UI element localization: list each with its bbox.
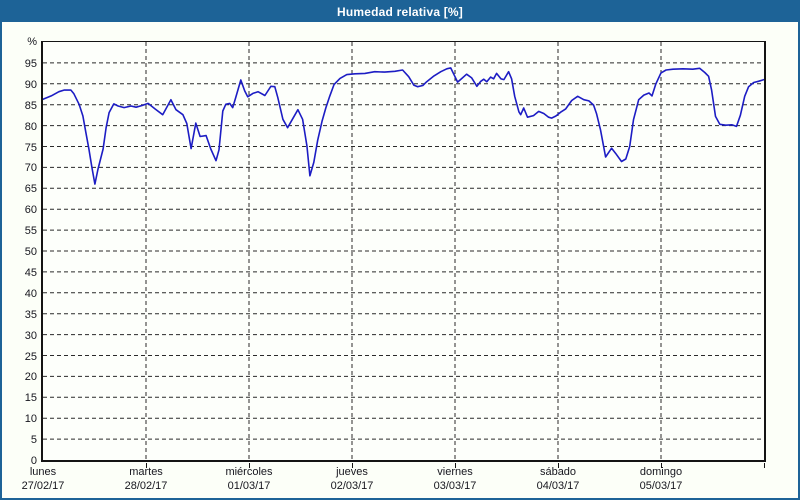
x-axis-day-label: sábado (539, 466, 577, 478)
x-axis-day-label: domingo (639, 466, 683, 478)
x-axis-date-label: 04/03/17 (536, 480, 580, 492)
y-axis-tick-label: 30 (24, 329, 37, 342)
y-axis-unit-label: % (27, 36, 37, 48)
x-axis-date-label: 02/03/17 (330, 480, 374, 492)
x-axis-date-label: 03/03/17 (433, 480, 477, 492)
x-axis-day-label: jueves (336, 466, 368, 478)
y-axis-tick-label: 90 (24, 78, 37, 91)
y-axis-tick-label: 25 (24, 350, 37, 363)
y-axis-tick-label: 40 (24, 287, 37, 300)
x-axis-tick-mark (764, 463, 765, 468)
chart-title: Humedad relativa [%] (336, 5, 464, 19)
y-axis-tick-label: 95 (24, 57, 37, 70)
x-axis-tick-mark (249, 463, 250, 468)
y-axis-tick-label: 65 (24, 183, 37, 196)
y-axis-tick-label: 60 (24, 204, 37, 217)
x-axis-date-label: 28/02/17 (124, 480, 168, 492)
y-axis-tick-label: 50 (24, 246, 37, 258)
x-axis-tick-mark (661, 463, 662, 468)
y-axis-tick-label: 85 (24, 99, 37, 112)
y-axis-tick-label: 45 (24, 266, 37, 279)
y-axis-tick-label: 55 (24, 225, 37, 238)
title-bar: Humedad relativa [%] (2, 2, 798, 22)
y-axis-tick-label: 35 (24, 308, 37, 321)
y-axis-tick-label: 0 (30, 455, 37, 467)
x-axis-date-label: 05/03/17 (639, 480, 683, 492)
plot-area (41, 41, 766, 462)
y-axis-tick-label: 5 (30, 434, 37, 447)
x-axis-date-label: 01/03/17 (227, 480, 271, 492)
x-axis-tick-mark (558, 463, 559, 468)
x-axis-tick-mark (352, 463, 353, 468)
y-axis-tick-label: 20 (24, 371, 37, 384)
x-axis-tick-mark (455, 463, 456, 468)
x-axis-date-label: 27/02/17 (21, 480, 65, 492)
x-axis-day-label: viernes (437, 466, 473, 478)
y-axis-tick-label: 10 (24, 413, 37, 426)
x-axis-day-label: martes (129, 466, 163, 478)
y-axis-tick-label: 15 (24, 392, 37, 405)
humidity-line-chart (43, 42, 764, 460)
humidity-line (43, 67, 764, 185)
x-axis-day-label: lunes (29, 466, 57, 478)
x-axis-day-label: miércoles (225, 466, 273, 478)
y-axis-tick-label: 80 (24, 120, 37, 133)
x-axis-tick-mark (146, 463, 147, 468)
y-axis-tick-label: 75 (24, 141, 37, 154)
y-axis-tick-label: 70 (24, 162, 37, 175)
